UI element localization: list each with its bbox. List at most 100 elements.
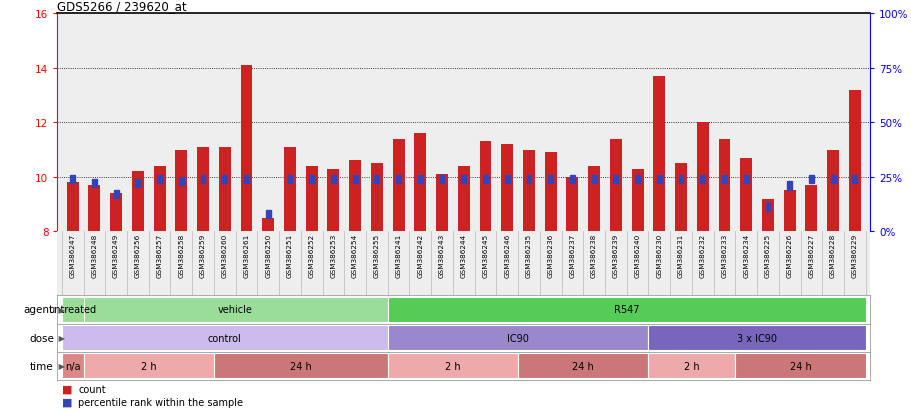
Bar [830,176,834,184]
Bar [435,175,447,232]
Text: 24 h: 24 h [290,361,312,371]
Bar [522,150,535,232]
Bar [153,166,166,232]
Bar [852,176,856,184]
Text: 2 h: 2 h [140,361,157,371]
Bar [62,353,84,379]
Text: GSM386248: GSM386248 [91,233,97,277]
Text: 24 h: 24 h [572,361,593,371]
Bar [417,176,422,184]
Bar [678,176,682,184]
Text: R547: R547 [613,305,639,315]
Text: GSM386238: GSM386238 [590,233,597,277]
Bar [734,353,865,379]
Text: GSM386246: GSM386246 [504,233,509,277]
Bar [648,353,734,379]
Text: GSM386226: GSM386226 [786,233,792,277]
Bar [287,176,292,184]
Text: ▶: ▶ [56,361,65,370]
Bar [114,191,118,199]
Bar [483,176,487,184]
Bar [387,297,865,323]
Bar [804,185,816,232]
Bar [674,164,686,232]
Bar [179,178,183,186]
Text: GSM386254: GSM386254 [352,233,358,277]
Bar [331,176,335,184]
Bar [197,147,209,232]
Text: GSM386247: GSM386247 [69,233,76,277]
Bar [700,176,704,184]
Bar [826,150,838,232]
Text: GSM386253: GSM386253 [330,233,336,277]
Bar [62,325,387,351]
Bar [371,164,383,232]
Text: GSM386255: GSM386255 [374,233,379,277]
Bar [244,176,249,184]
Text: GSM386245: GSM386245 [482,233,488,277]
Text: GSM386258: GSM386258 [179,233,184,277]
Bar [353,176,357,184]
Text: dose: dose [29,333,54,343]
Bar [613,176,618,184]
Text: ▶: ▶ [56,305,65,314]
Text: GSM386234: GSM386234 [742,233,748,277]
Bar [283,147,295,232]
Bar [786,182,791,190]
Bar [395,176,401,184]
Bar [262,218,274,232]
Text: GSM386239: GSM386239 [612,233,619,277]
Text: GSM386250: GSM386250 [265,233,271,277]
Text: GDS5266 / 239620_at: GDS5266 / 239620_at [57,0,187,13]
Text: GSM386243: GSM386243 [438,233,445,277]
Bar [132,172,144,232]
Text: GSM386249: GSM386249 [113,233,119,277]
Bar [387,353,517,379]
Bar [696,123,708,232]
Text: ▶: ▶ [56,333,65,342]
Text: GSM386225: GSM386225 [764,233,770,277]
Text: GSM386261: GSM386261 [243,233,250,277]
Bar [722,176,726,184]
Bar [783,191,794,232]
Bar [349,161,361,232]
Text: GSM386237: GSM386237 [568,233,575,277]
Text: GSM386241: GSM386241 [395,233,401,277]
Bar [764,204,770,212]
Text: GSM386232: GSM386232 [699,233,705,277]
Bar [88,185,100,232]
Bar [241,66,252,232]
Text: GSM386235: GSM386235 [526,233,531,277]
Bar [305,166,317,232]
Text: GSM386251: GSM386251 [287,233,292,277]
Bar [175,150,187,232]
Text: GSM386236: GSM386236 [548,233,553,277]
Bar [634,176,640,184]
Bar [505,176,509,184]
Bar [110,194,122,232]
Bar [544,153,556,232]
Text: GSM386229: GSM386229 [851,233,857,277]
Bar [740,158,752,232]
Text: GSM386256: GSM386256 [135,233,140,277]
Bar [157,176,162,184]
Text: GSM386257: GSM386257 [157,233,162,277]
Bar [84,353,214,379]
Bar [414,134,425,232]
Bar [569,176,574,184]
Text: GSM386228: GSM386228 [829,233,835,277]
Text: GSM386244: GSM386244 [460,233,466,277]
Bar [387,325,648,351]
Text: agent: agent [24,305,54,315]
Bar [648,325,865,351]
Text: GSM386231: GSM386231 [677,233,683,277]
Bar [743,176,748,184]
Text: GSM386233: GSM386233 [721,233,727,277]
Bar [501,145,513,232]
Bar [652,77,664,232]
Bar [200,176,205,184]
Text: percentile rank within the sample: percentile rank within the sample [78,396,243,407]
Bar [84,297,387,323]
Bar [591,176,596,184]
Bar [848,90,860,232]
